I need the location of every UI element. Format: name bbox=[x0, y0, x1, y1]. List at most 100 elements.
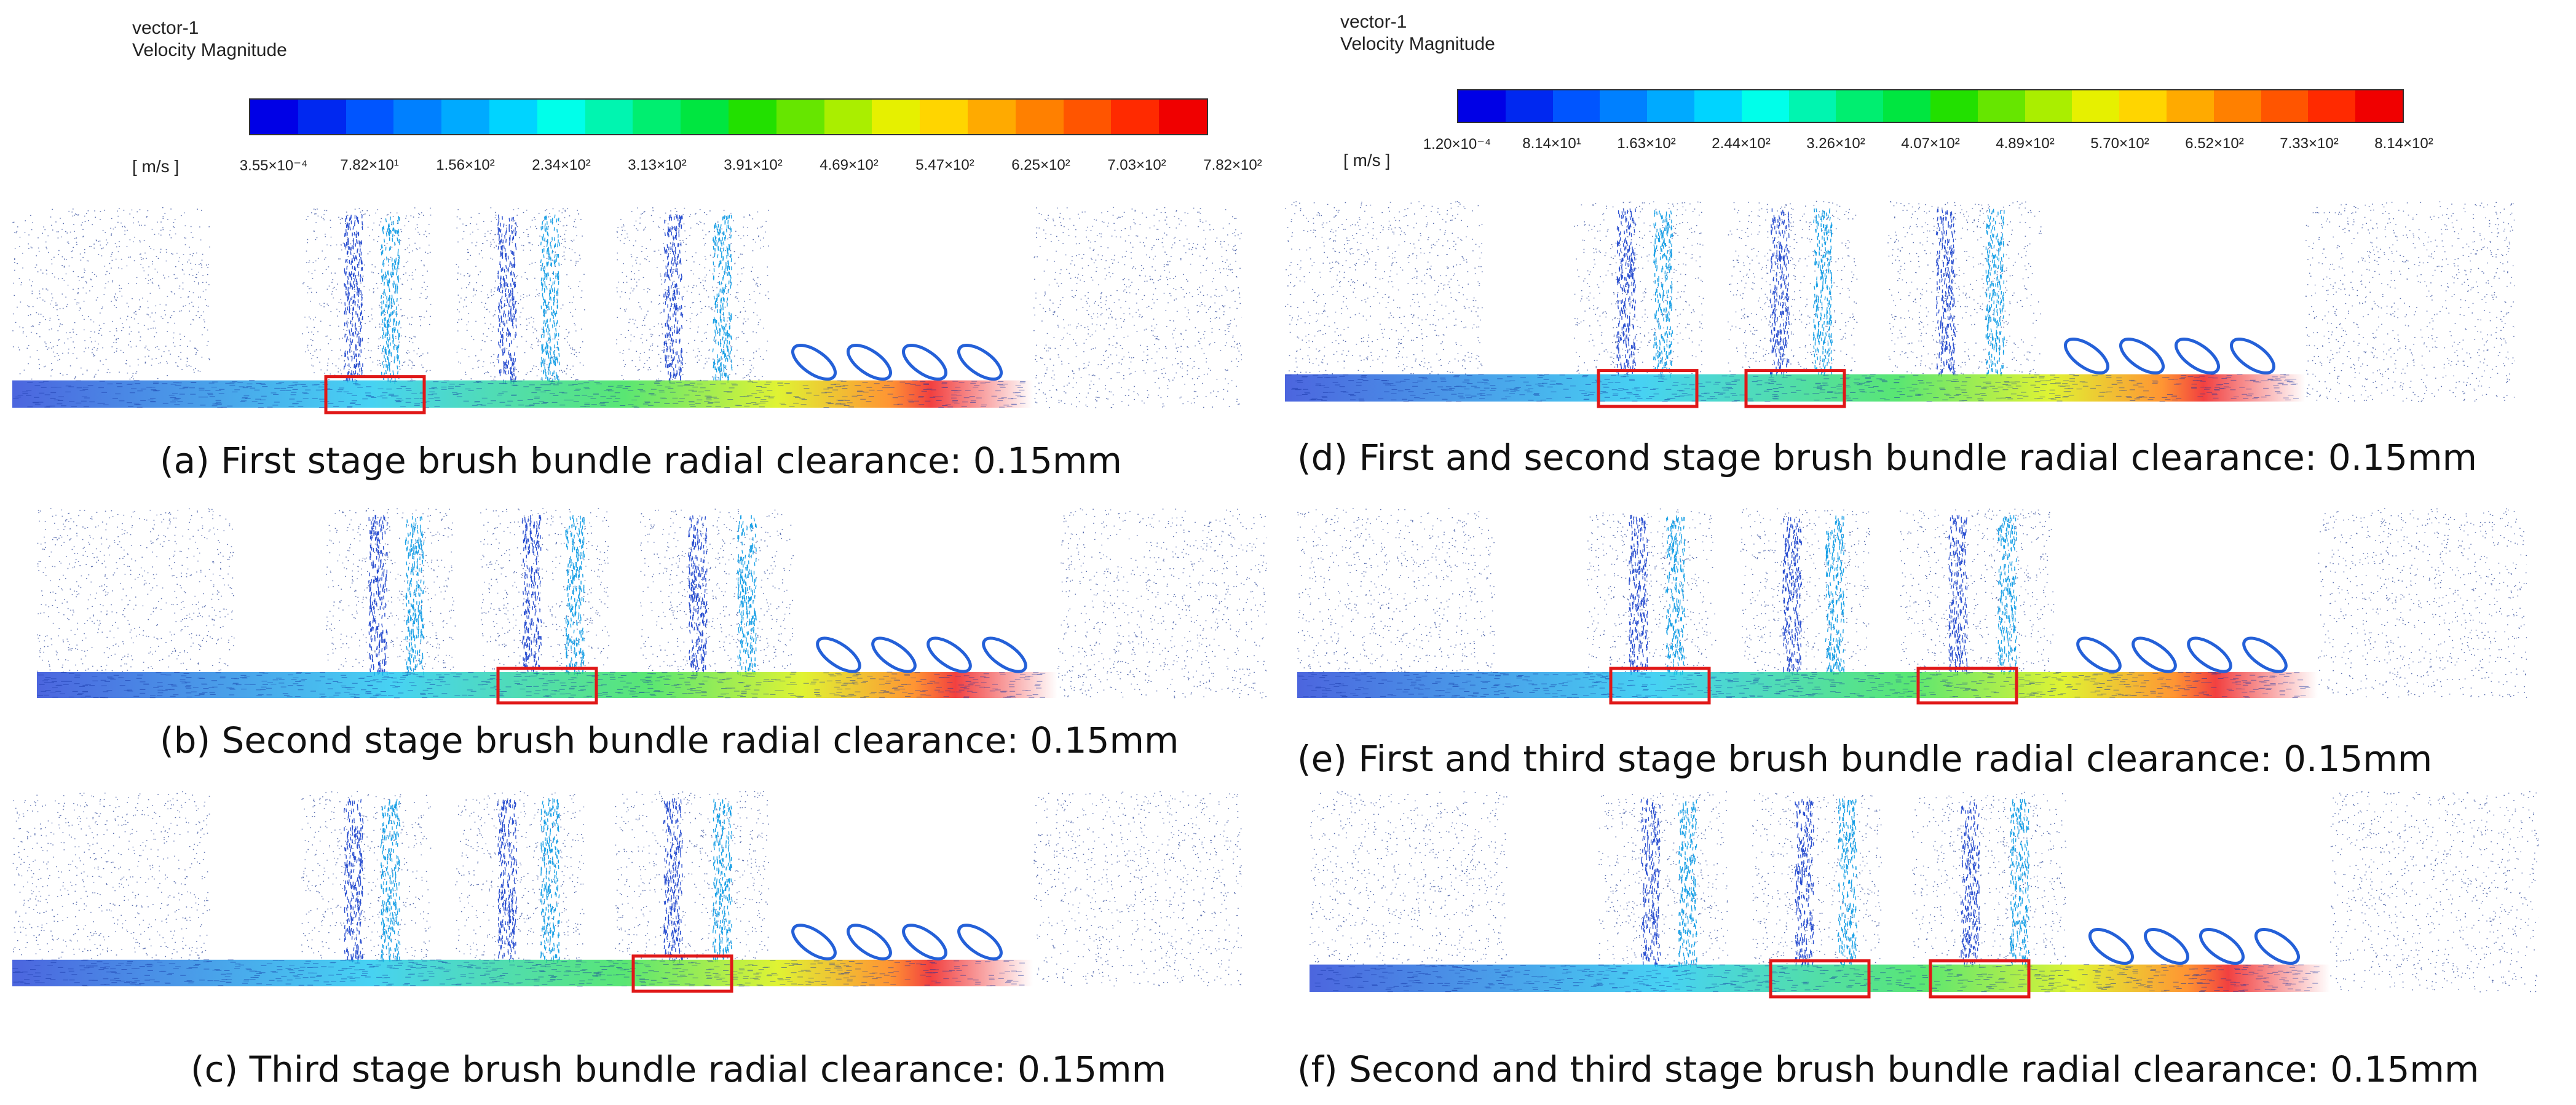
legend-right-color-swatch-20 bbox=[2355, 90, 2403, 122]
legend-right-tick-11: 8.14×10² bbox=[2374, 135, 2433, 152]
caption-b: (b) Second stage brush bundle radial cle… bbox=[160, 719, 1179, 761]
panel-f-svg bbox=[1310, 791, 2539, 999]
panel-d-brush-flow-1 bbox=[1616, 208, 1637, 376]
panel-d-brush-flow-3 bbox=[1769, 208, 1790, 378]
panel-d-brush-flow-4 bbox=[1812, 208, 1833, 376]
panel-d-highlight-stage-2 bbox=[1744, 369, 1846, 408]
panel-e-brush-flow-1 bbox=[1629, 515, 1648, 676]
legend-left-color-swatch-12 bbox=[776, 100, 824, 134]
panel-f-channel-flow bbox=[1310, 964, 2330, 992]
panel-d-flow-streaks bbox=[1286, 374, 2299, 402]
panel-b-brush-flow-1 bbox=[368, 515, 388, 676]
legend-left-tick-7: 4.69×10² bbox=[820, 157, 879, 173]
panel-f-labyrinth-tooth-2 bbox=[2144, 928, 2189, 965]
legend-left-color-swatch-14 bbox=[872, 100, 920, 134]
panel-f-chamber-2 bbox=[1598, 791, 1729, 965]
legend-right-color-swatch-1 bbox=[1458, 90, 1506, 122]
legend-right-color-swatch-10 bbox=[1883, 90, 1930, 122]
legend-left-color-swatch-8 bbox=[585, 100, 633, 134]
panel-a-brush-flow-6 bbox=[712, 215, 733, 383]
legend-right-title-line2: Velocity Magnitude bbox=[1340, 34, 1495, 54]
panel-c-brush-flow-5 bbox=[663, 798, 684, 964]
panel-f-labyrinth-tooth-3 bbox=[2199, 928, 2245, 965]
panel-e-brush-flow-5 bbox=[1948, 515, 1968, 676]
panel-c-chamber-1 bbox=[12, 791, 210, 960]
panel-d-velocity-field bbox=[1285, 197, 2515, 424]
legend-left-color-swatch-3 bbox=[346, 100, 394, 134]
panel-f-brush-flow-5 bbox=[1961, 801, 1981, 968]
panel-e-highlight-stage-3 bbox=[1916, 667, 2018, 705]
panel-e-chamber-5 bbox=[2318, 508, 2527, 699]
legend-right-ticks: 1.20×10⁻⁴ 8.14×10¹ 1.63×10² 2.44×10² 3.26×10… bbox=[1423, 135, 2433, 154]
panel-a-chambers bbox=[12, 207, 1242, 408]
panel-d-labyrinth-tooth-1 bbox=[2064, 338, 2109, 374]
panel-a-brush-flow-5 bbox=[663, 214, 684, 383]
legend-right-title: vector-1 Velocity Magnitude bbox=[1340, 11, 1495, 55]
legend-left-tick-2: 7.82×10¹ bbox=[340, 157, 399, 173]
legend-left-color-swatch-1 bbox=[250, 100, 298, 134]
panel-a-chamber-3 bbox=[456, 207, 585, 381]
panel-e-channel-flow bbox=[1297, 672, 2318, 698]
panel-f-chamber-5 bbox=[2330, 791, 2539, 992]
legend-right-color-swatch-14 bbox=[2072, 90, 2120, 122]
panel-c-chambers bbox=[12, 791, 1242, 987]
panel-f-brush-flow-6 bbox=[2010, 799, 2030, 968]
panel-d-labyrinth-tooth-4 bbox=[2230, 338, 2275, 374]
legend-left-color-swatch-6 bbox=[489, 100, 537, 134]
panel-f-highlight-stage-2 bbox=[1769, 959, 1871, 999]
legend-right-color-swatch-11 bbox=[1930, 90, 1978, 122]
panel-d-svg bbox=[1285, 200, 2515, 408]
panel-c-svg bbox=[12, 791, 1242, 993]
panel-d-labyrinth-tooth-3 bbox=[2175, 338, 2220, 374]
panel-b-highlight-stage-2 bbox=[496, 667, 598, 705]
panel-d-chamber-5 bbox=[2305, 201, 2515, 402]
legend-left-tick-9: 6.25×10² bbox=[1011, 157, 1070, 173]
panel-b-brush-flow-2 bbox=[405, 515, 425, 676]
legend-left-tick-1: 3.55×10⁻⁴ bbox=[239, 157, 308, 174]
panel-c-brush-flow-6 bbox=[712, 798, 733, 962]
panel-e-brush-flow-4 bbox=[1825, 515, 1845, 676]
caption-c: (c) Third stage brush bundle radial clea… bbox=[191, 1048, 1167, 1090]
panel-f-labyrinth-tooth-1 bbox=[2088, 928, 2134, 965]
panel-b-labyrinth-tooth-4 bbox=[982, 636, 1027, 673]
panel-e-labyrinth-tooth-1 bbox=[2076, 636, 2122, 673]
legend-left-color-swatch-13 bbox=[824, 100, 872, 134]
legend-left-colorbar bbox=[249, 98, 1208, 135]
panel-d-chamber-1 bbox=[1285, 200, 1483, 375]
legend-right-title-line1: vector-1 bbox=[1340, 12, 1407, 32]
panel-a-labyrinth-tooth-1 bbox=[791, 344, 837, 381]
legend-right-tick-7: 4.89×10² bbox=[1996, 135, 2055, 152]
legend-left-title-line2: Velocity Magnitude bbox=[132, 40, 287, 60]
caption-f: (f) Second and third stage brush bundle … bbox=[1297, 1048, 2479, 1090]
legend-left-color-swatch-17 bbox=[1015, 100, 1064, 134]
legend-right-color-swatch-17 bbox=[2213, 90, 2261, 122]
legend-right-color-swatch-2 bbox=[1505, 90, 1553, 122]
panel-d-brush-flow-5 bbox=[1935, 208, 1956, 377]
panel-d-brush-flow-2 bbox=[1653, 210, 1673, 378]
panel-b-chambers bbox=[37, 508, 1266, 699]
legend-right-color-swatch-16 bbox=[2166, 90, 2214, 122]
legend-left-color-swatch-19 bbox=[1111, 100, 1160, 134]
legend-right-color-swatch-6 bbox=[1694, 90, 1742, 122]
panel-e-highlight-stage-1 bbox=[1609, 667, 1711, 705]
panel-c-velocity-field bbox=[12, 787, 1242, 1008]
legend-left-color-swatch-9 bbox=[633, 100, 681, 134]
legend-left-tick-8: 5.47×10² bbox=[915, 157, 974, 173]
legend-left-color-swatch-15 bbox=[920, 100, 968, 134]
panel-a-brush-flow-2 bbox=[381, 216, 401, 384]
panel-e-velocity-field bbox=[1297, 504, 2527, 719]
panel-f-highlight-stage-3 bbox=[1929, 959, 2031, 999]
panel-a-flow-streaks bbox=[13, 380, 1026, 408]
legend-right-tick-10: 7.33×10² bbox=[2280, 135, 2339, 152]
panel-b-chamber-4 bbox=[639, 509, 794, 672]
legend-left-color-swatch-18 bbox=[1063, 100, 1112, 134]
panel-f-brush-flow-1 bbox=[1640, 798, 1661, 967]
legend-left-color-swatch-4 bbox=[393, 100, 442, 134]
legend-right-color-swatch-13 bbox=[2025, 90, 2072, 122]
legend-right-color-swatch-18 bbox=[2261, 90, 2309, 122]
legend-left-color-swatch-11 bbox=[728, 100, 776, 134]
panel-f-brush-flow-4 bbox=[1837, 798, 1857, 968]
panel-e-labyrinth-tooth-3 bbox=[2187, 636, 2232, 673]
legend-left-color-swatch-7 bbox=[537, 100, 585, 134]
panel-a-svg bbox=[12, 207, 1242, 414]
